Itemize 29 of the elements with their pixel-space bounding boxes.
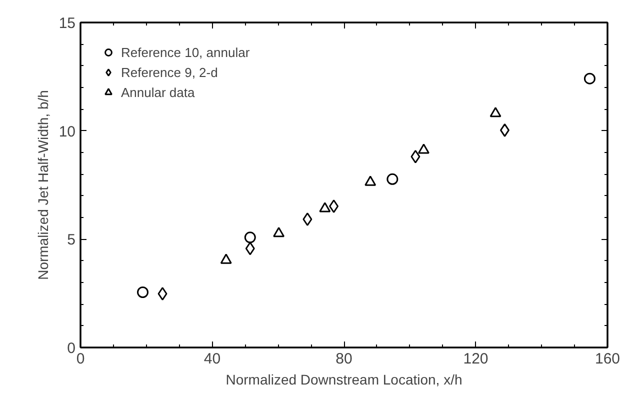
- x-tick-label: 160: [594, 350, 620, 368]
- point: [500, 123, 510, 137]
- point: [319, 202, 331, 212]
- x-axis-title: Normalized Downstream Location, x/h: [226, 372, 462, 388]
- legend-label: Annular data: [121, 84, 195, 100]
- point: [418, 144, 430, 154]
- point: [220, 254, 232, 264]
- point: [273, 227, 285, 238]
- point: [386, 173, 398, 185]
- x-tick-label: 40: [204, 350, 221, 368]
- x-tick-label: 120: [463, 350, 488, 368]
- point: [158, 287, 168, 301]
- point: [410, 150, 420, 164]
- y-tick-label: 15: [58, 15, 76, 32]
- y-tick-label: 10: [58, 123, 76, 140]
- legend-label: Reference 9, 2-d: [121, 64, 218, 80]
- y-tick-label: 0: [67, 340, 76, 357]
- point: [245, 242, 255, 256]
- point: [329, 199, 339, 213]
- y-axis-title: Normalized Jet Half-Width, b/h: [34, 90, 51, 280]
- point: [244, 232, 256, 244]
- point: [584, 72, 596, 84]
- point: [137, 286, 148, 298]
- point: [302, 212, 312, 226]
- point: [490, 106, 502, 118]
- point: [364, 176, 376, 186]
- x-tick-label: 80: [336, 350, 352, 368]
- y-tick-label: 5: [67, 232, 76, 249]
- legend-label: Reference 10, annular: [121, 44, 250, 60]
